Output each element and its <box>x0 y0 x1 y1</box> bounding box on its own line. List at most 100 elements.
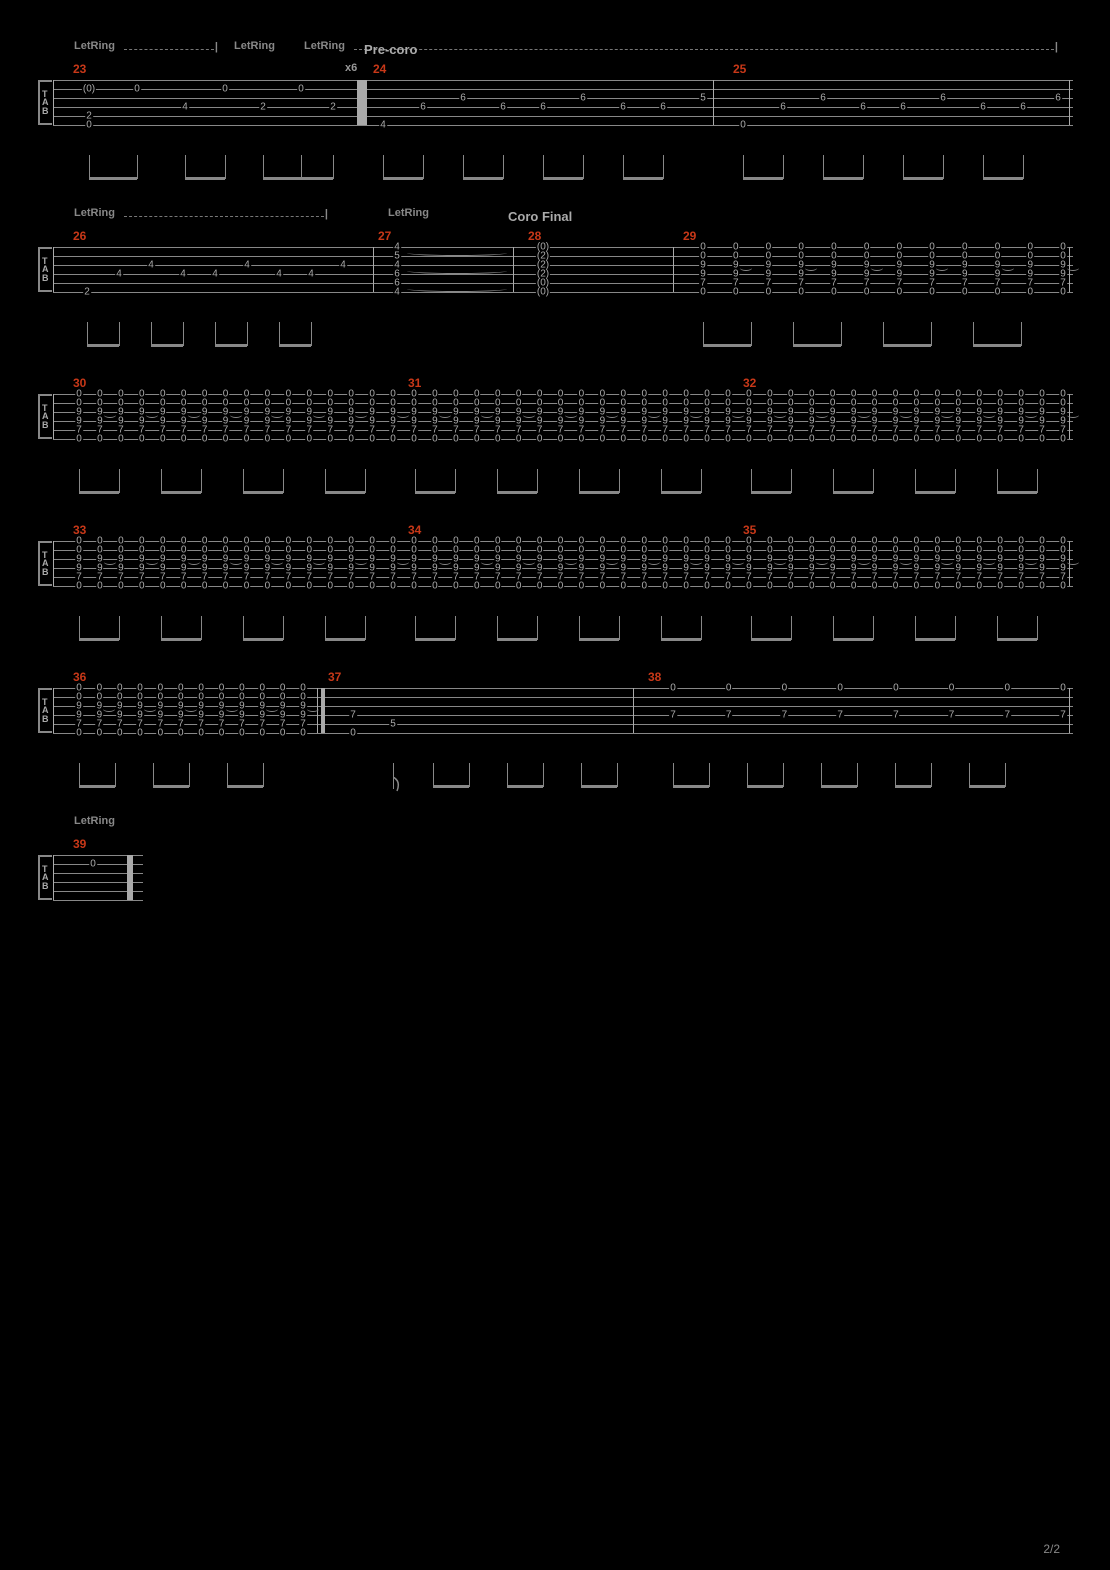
tab-fret: 4 <box>179 270 187 279</box>
tab-fret: 0 <box>285 582 293 591</box>
tab-fret: 0 <box>808 435 816 444</box>
measure-number: 24 <box>373 62 386 76</box>
tab-fret: 6 <box>819 94 827 103</box>
section-label: Coro Final <box>508 209 572 224</box>
tab-fret: 0 <box>578 582 586 591</box>
tab-fret: 0 <box>258 729 266 738</box>
tab-fret: 6 <box>659 103 667 112</box>
tab-fret: 0 <box>410 435 418 444</box>
barline <box>673 247 674 292</box>
tab-fret: 0 <box>934 582 942 591</box>
tab-fret: 2 <box>329 103 337 112</box>
tab-fret: 0 <box>620 435 628 444</box>
tab-fret: 0 <box>745 582 753 591</box>
tab-staff: 0099700099700099700099700099700099700099… <box>53 541 1073 586</box>
tab-fret: 0 <box>1026 288 1034 297</box>
tab-fret: 0 <box>326 435 334 444</box>
tab-fret: 6 <box>859 103 867 112</box>
tab-fret: 0 <box>599 435 607 444</box>
tab-fret: 0 <box>781 684 789 693</box>
tab-fret: 0 <box>75 582 83 591</box>
tab-row: 303132TAB0099700099700099700099700099700… <box>38 374 1072 469</box>
tab-clef: TAB <box>42 404 49 430</box>
tab-fret: 0 <box>536 582 544 591</box>
tab-fret: 0 <box>765 288 773 297</box>
tab-row: LetRingLetRingCoro Final26272829TAB24444… <box>38 207 1072 322</box>
tab-fret: 0 <box>326 582 334 591</box>
tab-fret: 0 <box>117 582 125 591</box>
section-label: Pre-coro <box>364 42 417 57</box>
tab-fret: 0 <box>599 582 607 591</box>
tab-fret: 6 <box>539 103 547 112</box>
barline <box>53 541 54 586</box>
tab-fret: 6 <box>419 103 427 112</box>
tab-fret: 0 <box>389 435 397 444</box>
barline <box>321 688 325 733</box>
tab-fret: 7 <box>1004 711 1012 720</box>
tab-fret: 0 <box>896 288 904 297</box>
barline <box>53 394 54 439</box>
tab-fret: 7 <box>892 711 900 720</box>
tab-fret: 0 <box>829 582 837 591</box>
tab-fret: 4 <box>211 270 219 279</box>
measure-number: 26 <box>73 229 86 243</box>
tab-fret: 0 <box>536 288 550 297</box>
barline <box>513 247 514 292</box>
tab-fret: 0 <box>892 435 900 444</box>
tab-fret: 0 <box>892 684 900 693</box>
tab-fret: 4 <box>275 270 283 279</box>
barline <box>53 688 54 733</box>
tab-fret: 0 <box>347 435 355 444</box>
tab-fret: 0 <box>515 582 523 591</box>
tab-fret: 0 <box>473 435 481 444</box>
barline <box>53 80 54 125</box>
tab-fret: 0 <box>96 582 104 591</box>
barline <box>713 80 714 125</box>
tab-fret: 0 <box>955 435 963 444</box>
tab-fret: 0 <box>368 582 376 591</box>
measure-number: 39 <box>73 837 86 851</box>
tab-staff: 0099700099700099700099700099700099700099… <box>53 394 1073 439</box>
tab-fret: 0 <box>1038 582 1046 591</box>
tab-fret: 0 <box>285 435 293 444</box>
tab-fret: 0 <box>431 582 439 591</box>
tab-fret: 4 <box>307 270 315 279</box>
tab-fret: 6 <box>1054 94 1062 103</box>
tab-fret: 0 <box>306 582 314 591</box>
measure-number: 23 <box>73 62 86 76</box>
tab-fret: 0 <box>410 582 418 591</box>
tab-fret: 0 <box>1038 435 1046 444</box>
tab-fret: 7 <box>725 711 733 720</box>
tab-fret: 0 <box>264 435 272 444</box>
tab-fret: 4 <box>243 261 251 270</box>
tab-fret: 7 <box>836 711 844 720</box>
tab-fret: 0 <box>996 582 1004 591</box>
tab-fret: 0 <box>197 729 205 738</box>
tab-fret: 0 <box>661 582 669 591</box>
tab-fret: 0 <box>682 582 690 591</box>
tab-fret: 0 <box>787 435 795 444</box>
tab-fret: 0 <box>243 582 251 591</box>
tab-staff: 0 <box>53 855 143 900</box>
tab-fret: 0 <box>955 582 963 591</box>
barline <box>53 247 54 292</box>
tab-fret: 0 <box>1059 435 1067 444</box>
tab-fret: 7 <box>669 711 677 720</box>
tab-fret: 6 <box>779 103 787 112</box>
tab-row: LetRing39TAB0 <box>38 815 1072 930</box>
repeat-count: x6 <box>345 62 357 74</box>
tab-fret: 0 <box>96 729 104 738</box>
tab-row: LetRingLetRingLetRingPre-coro232425x6TAB… <box>38 40 1072 155</box>
tab-fret: 2 <box>83 288 91 297</box>
tab-fret: 0 <box>494 582 502 591</box>
tab-fret: 6 <box>979 103 987 112</box>
tab-fret: 0 <box>201 435 209 444</box>
letring-label: LetRing <box>234 40 275 52</box>
tab-fret: 0 <box>243 435 251 444</box>
tab-fret: 0 <box>116 729 124 738</box>
tab-fret: 0 <box>368 435 376 444</box>
tab-fret: 0 <box>850 435 858 444</box>
measure-number: 29 <box>683 229 696 243</box>
tab-fret: 0 <box>787 582 795 591</box>
tab-fret: 6 <box>579 94 587 103</box>
